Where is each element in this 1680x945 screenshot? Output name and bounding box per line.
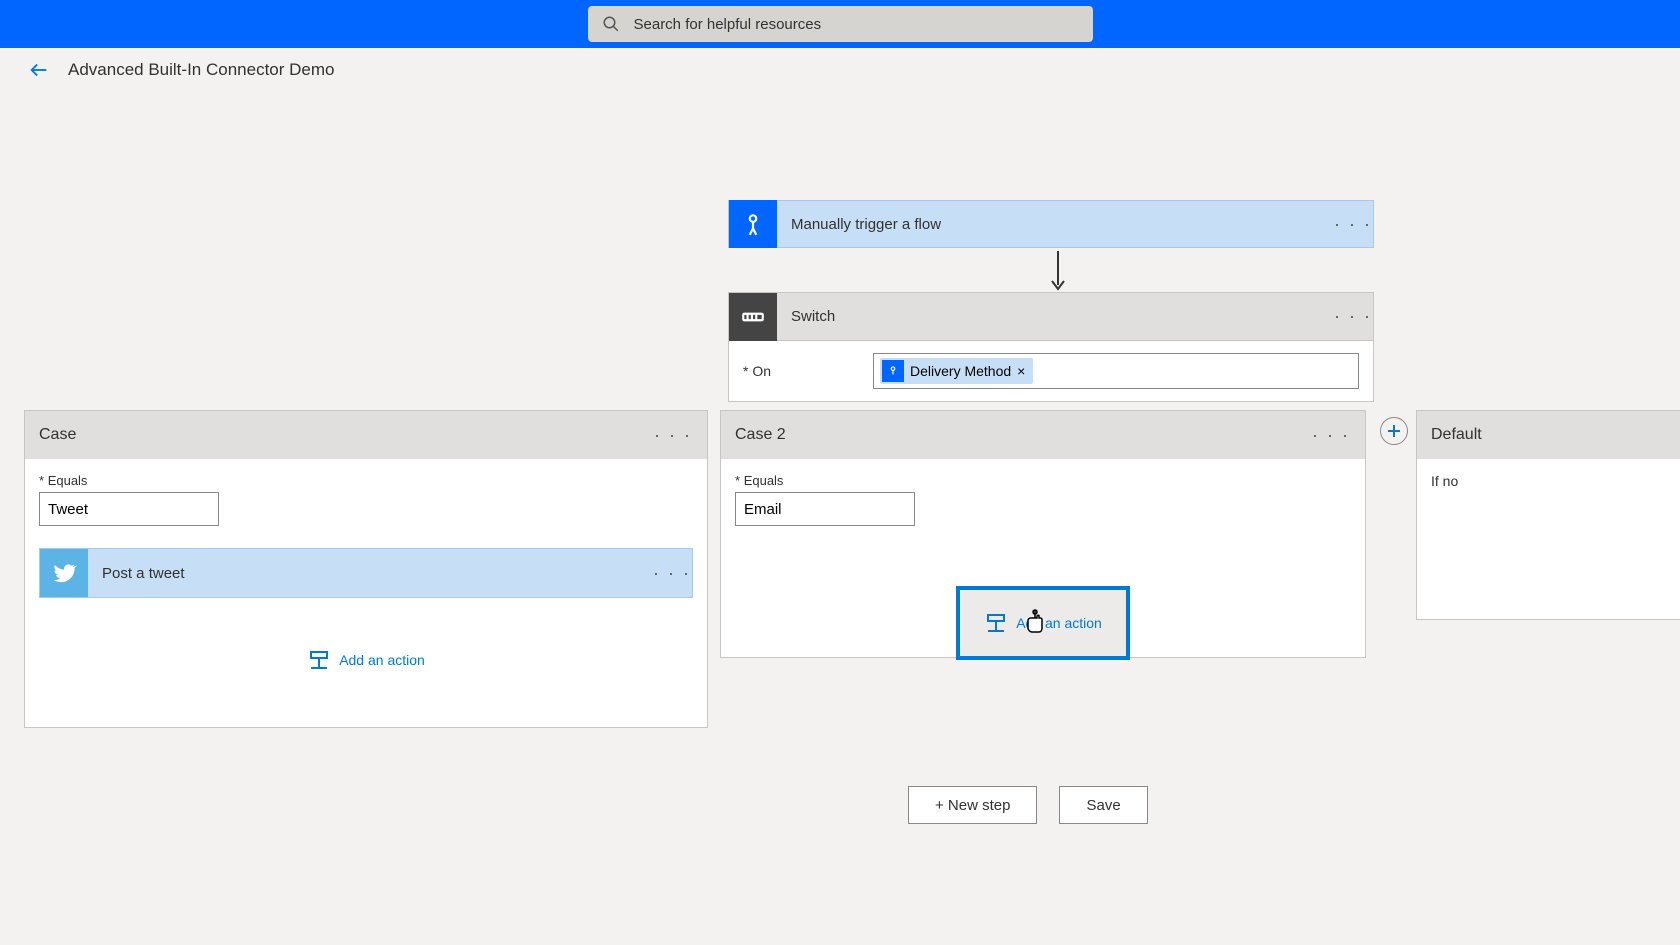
case-1: Case · · · * Equals Tweet Post a tweet ·… — [24, 410, 708, 728]
switch-body: * On Delivery Method × — [729, 341, 1373, 401]
bottom-buttons: + New step Save — [908, 786, 1148, 824]
case-2-header[interactable]: Case 2 · · · — [721, 411, 1365, 459]
switch-icon — [729, 293, 777, 341]
delivery-method-token[interactable]: Delivery Method × — [880, 358, 1033, 384]
case-1-menu[interactable]: · · · — [653, 425, 693, 446]
search-icon — [602, 15, 620, 33]
case-1-header[interactable]: Case · · · — [25, 411, 707, 459]
case-1-add-action-label: Add an action — [339, 652, 425, 668]
switch-card: Switch · · · * On Delivery Method × — [728, 292, 1374, 402]
default-header[interactable]: Default — [1417, 411, 1680, 459]
case-2-equals-label: * Equals — [735, 473, 1351, 488]
post-tweet-title: Post a tweet — [88, 565, 652, 582]
case-2-equals-input[interactable]: Email — [735, 492, 915, 526]
back-arrow-icon[interactable] — [28, 59, 50, 81]
switch-title: Switch — [777, 308, 1333, 325]
twitter-icon — [40, 549, 88, 597]
token-remove[interactable]: × — [1017, 363, 1025, 379]
switch-menu[interactable]: · · · — [1333, 306, 1373, 327]
top-bar — [0, 0, 1680, 48]
token-icon — [882, 360, 904, 382]
switch-header[interactable]: Switch · · · — [729, 293, 1373, 341]
token-label: Delivery Method — [910, 363, 1011, 379]
post-tweet-action[interactable]: Post a tweet · · · — [39, 548, 693, 598]
case-2-menu[interactable]: · · · — [1311, 425, 1351, 446]
default-body-text: If no — [1431, 473, 1458, 489]
trigger-icon — [729, 200, 777, 248]
switch-on-label: * On — [743, 363, 873, 379]
default-case: Default If no — [1416, 410, 1680, 620]
save-button[interactable]: Save — [1059, 786, 1147, 824]
case-2-title: Case 2 — [735, 426, 786, 444]
case-1-title: Case — [39, 426, 76, 444]
search-input[interactable] — [634, 16, 1079, 33]
post-tweet-menu[interactable]: · · · — [652, 563, 692, 584]
flow-arrow-icon — [1050, 251, 1066, 298]
trigger-menu[interactable]: · · · — [1333, 214, 1373, 235]
new-step-button[interactable]: + New step — [908, 786, 1037, 824]
page-title: Advanced Built-In Connector Demo — [68, 60, 334, 80]
case-2-add-action-label: Add an action — [1016, 615, 1102, 631]
case-1-equals-label: * Equals — [39, 473, 693, 488]
breadcrumb-bar: Advanced Built-In Connector Demo — [0, 48, 1680, 92]
trigger-title: Manually trigger a flow — [777, 216, 1333, 233]
switch-on-input[interactable]: Delivery Method × — [873, 353, 1359, 389]
case-2-add-action[interactable]: Add an action — [956, 586, 1130, 660]
default-title: Default — [1431, 426, 1482, 444]
case-1-equals-input[interactable]: Tweet — [39, 492, 219, 526]
case-2: Case 2 · · · * Equals Email Add an actio… — [720, 410, 1366, 658]
add-case-button[interactable] — [1380, 417, 1408, 445]
search-box[interactable] — [588, 6, 1093, 42]
case-1-add-action[interactable]: Add an action — [39, 650, 693, 670]
trigger-card[interactable]: Manually trigger a flow · · · — [728, 200, 1374, 248]
